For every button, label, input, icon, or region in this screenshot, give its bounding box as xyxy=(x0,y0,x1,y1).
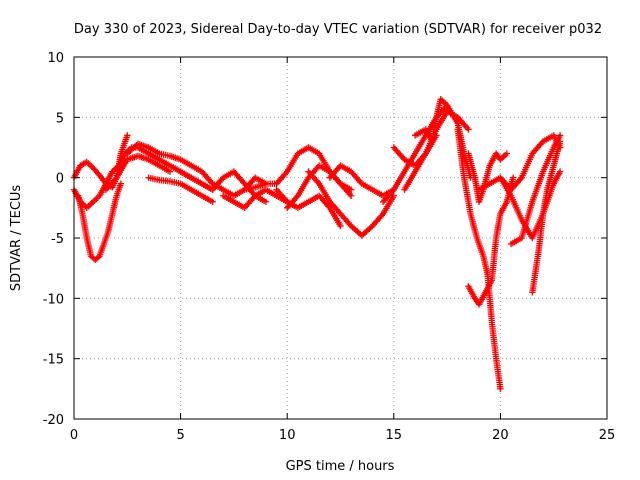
series-track-6 xyxy=(145,174,216,205)
data-point-marker xyxy=(465,126,472,133)
series-track-10 xyxy=(273,186,344,230)
data-point-marker xyxy=(556,132,564,139)
y-tick-label: 10 xyxy=(47,51,64,66)
data-point-marker xyxy=(503,150,510,157)
y-axis-label: SDTVAR / TECUs xyxy=(9,185,24,292)
plot-area-frame xyxy=(73,56,608,420)
chart-title: Day 330 of 2023, Sidereal Day-to-day VTE… xyxy=(74,22,602,37)
series-track-12 xyxy=(305,168,397,239)
series-track-5 xyxy=(102,152,174,193)
series-track-22 xyxy=(507,132,564,248)
y-tick-label: -5 xyxy=(51,232,64,247)
x-tick-label: 5 xyxy=(176,428,184,443)
x-tick-label: 0 xyxy=(70,428,78,443)
data-point-marker xyxy=(262,198,270,205)
y-tick-label: 5 xyxy=(56,111,64,126)
axis-ticks: 0 5 10 15 20 25 10 5 0 -5 -10 -15 -20 xyxy=(43,51,616,443)
x-tick-label: 25 xyxy=(599,428,616,443)
grid xyxy=(74,57,607,419)
data-point-marker xyxy=(117,180,125,187)
x-tick-label: 20 xyxy=(492,428,509,443)
y-tick-label: -20 xyxy=(43,413,64,428)
series-track-13 xyxy=(326,162,397,199)
data-point-marker xyxy=(209,198,216,205)
data-point-marker xyxy=(509,174,517,181)
data-point-marker xyxy=(556,144,564,151)
data-point-marker xyxy=(497,385,504,393)
x-axis-label: GPS time / hours xyxy=(286,459,395,474)
y-tick-label: -15 xyxy=(43,353,64,368)
data-point-marker xyxy=(124,132,131,139)
data-point-marker xyxy=(166,168,174,175)
y-tick-label: -10 xyxy=(43,292,64,307)
data-point-marker xyxy=(347,192,355,199)
x-tick-label: 10 xyxy=(279,428,296,443)
series-track-24 xyxy=(497,132,564,193)
y-tick-label: 0 xyxy=(56,172,64,187)
data-point-marker xyxy=(337,222,344,230)
x-tick-label: 15 xyxy=(386,428,403,443)
data-point-marker xyxy=(347,186,355,193)
data-point-marker xyxy=(556,168,564,175)
series-track-3 xyxy=(75,180,125,263)
data-point-marker xyxy=(94,254,102,261)
data-markers xyxy=(70,96,564,393)
